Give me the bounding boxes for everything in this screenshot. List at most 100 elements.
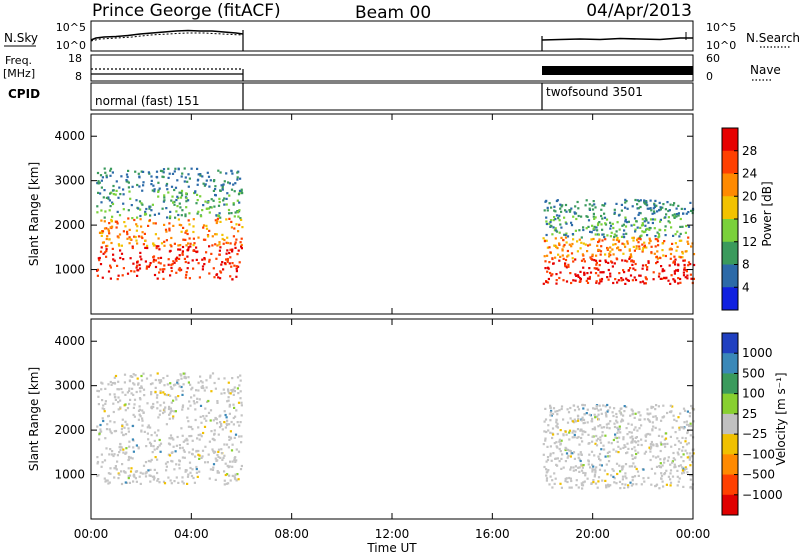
echo-cell	[201, 455, 204, 458]
freq-unit: [MHz]	[3, 67, 35, 80]
echo-cell	[659, 277, 662, 280]
echo-cell	[617, 240, 620, 243]
echo-cell	[122, 230, 125, 233]
y-tick-label: 3000	[54, 379, 85, 393]
echo-cell	[103, 477, 106, 480]
echo-cell	[596, 229, 599, 232]
power-data-layer	[96, 167, 696, 285]
echo-cell	[189, 471, 192, 474]
echo-cell	[657, 236, 660, 239]
echo-cell	[673, 272, 676, 275]
echo-cell	[220, 392, 223, 395]
echo-cell	[159, 379, 162, 382]
echo-cell	[135, 390, 138, 394]
echo-cell	[163, 223, 166, 226]
echo-cell	[122, 470, 126, 473]
echo-cell	[187, 219, 190, 222]
echo-cell	[169, 479, 172, 482]
echo-cell	[551, 257, 554, 260]
echo-cell	[230, 265, 233, 268]
echo-cell	[564, 203, 568, 207]
echo-cell	[558, 409, 561, 412]
echo-cell	[149, 442, 153, 446]
echo-cell	[671, 475, 675, 478]
y-tick-label: 3000	[54, 174, 85, 188]
echo-cell	[600, 223, 603, 226]
echo-cell	[580, 482, 583, 485]
echo-cell	[199, 174, 202, 177]
echo-cell	[219, 271, 223, 274]
echo-cell	[116, 264, 119, 267]
echo-cell	[622, 233, 625, 236]
echo-cell	[576, 240, 579, 243]
echo-cell	[115, 226, 118, 229]
echo-cell	[624, 201, 627, 204]
echo-cell	[101, 176, 104, 179]
echo-cell	[682, 259, 685, 262]
echo-cell	[549, 411, 552, 414]
echo-cell	[593, 454, 596, 457]
echo-cell	[679, 412, 682, 415]
echo-cell	[605, 486, 608, 489]
echo-cell	[206, 461, 209, 464]
echo-cell	[199, 375, 202, 378]
echo-cell	[176, 381, 179, 384]
echo-cell	[682, 446, 685, 449]
echo-cell	[612, 281, 615, 285]
echo-cell	[231, 465, 234, 468]
echo-cell	[227, 388, 230, 391]
echo-cell	[580, 236, 583, 239]
echo-cell	[166, 461, 169, 464]
echo-cell	[595, 254, 598, 257]
echo-cell	[104, 437, 107, 440]
echo-cell	[653, 212, 656, 215]
echo-cell	[588, 413, 591, 416]
echo-cell	[232, 202, 235, 205]
echo-cell	[641, 267, 644, 270]
cpid-label: CPID	[8, 87, 40, 101]
echo-cell	[615, 415, 618, 419]
echo-cell	[216, 244, 219, 247]
echo-cell	[98, 438, 101, 441]
echo-cell	[219, 189, 222, 192]
echo-cell	[592, 237, 595, 241]
echo-cell	[163, 196, 166, 199]
echo-cell	[649, 443, 652, 446]
echo-cell	[543, 420, 546, 423]
echo-cell	[580, 453, 583, 456]
echo-cell	[227, 181, 230, 184]
noise-frame	[90, 20, 694, 52]
echo-cell	[239, 397, 242, 400]
echo-cell	[107, 270, 111, 273]
echo-cell	[627, 486, 630, 489]
echo-cell	[188, 212, 191, 215]
echo-cell	[159, 262, 162, 265]
echo-cell	[569, 468, 572, 471]
echo-cell	[204, 445, 207, 448]
echo-cell	[664, 445, 667, 448]
echo-cell	[613, 211, 616, 214]
echo-cell	[624, 218, 627, 221]
echo-cell	[636, 237, 639, 240]
echo-cell	[177, 213, 180, 217]
echo-cell	[586, 250, 589, 253]
echo-cell	[113, 467, 116, 470]
echo-cell	[97, 403, 100, 406]
echo-cell	[149, 383, 153, 386]
echo-cell	[165, 182, 169, 186]
echo-cell	[225, 443, 229, 446]
echo-cell	[634, 230, 637, 233]
echo-cell	[178, 257, 181, 260]
echo-cell	[599, 253, 602, 256]
echo-cell	[171, 417, 175, 420]
echo-cell	[689, 422, 692, 425]
echo-cell	[686, 274, 689, 277]
echo-cell	[171, 460, 174, 463]
echo-cell	[172, 415, 175, 418]
echo-cell	[110, 383, 113, 386]
echo-cell	[590, 257, 593, 260]
echo-cell	[625, 405, 628, 409]
echo-cell	[665, 483, 668, 486]
echo-cell	[96, 425, 99, 428]
echo-cell	[551, 436, 554, 440]
